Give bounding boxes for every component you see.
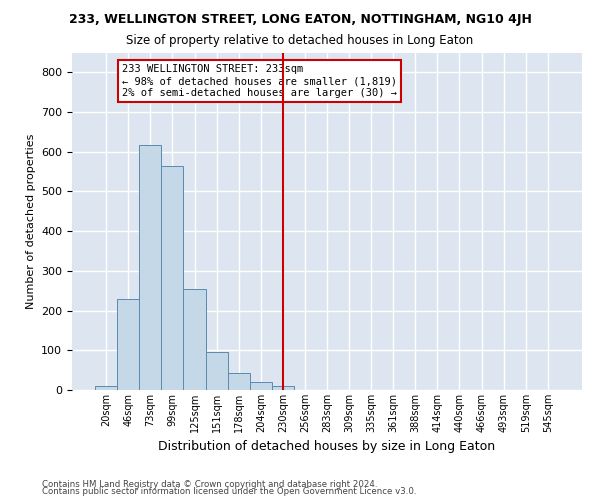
Bar — [250, 382, 272, 390]
Y-axis label: Number of detached properties: Number of detached properties — [26, 134, 35, 309]
Bar — [95, 386, 117, 390]
Bar — [117, 298, 139, 390]
Text: Contains HM Land Registry data © Crown copyright and database right 2024.: Contains HM Land Registry data © Crown c… — [42, 480, 377, 489]
Text: Contains public sector information licensed under the Open Government Licence v3: Contains public sector information licen… — [42, 488, 416, 496]
Bar — [184, 289, 206, 390]
Bar — [161, 166, 184, 390]
X-axis label: Distribution of detached houses by size in Long Eaton: Distribution of detached houses by size … — [158, 440, 496, 454]
Bar — [272, 386, 294, 390]
Bar — [227, 373, 250, 390]
Text: 233 WELLINGTON STREET: 233sqm
← 98% of detached houses are smaller (1,819)
2% of: 233 WELLINGTON STREET: 233sqm ← 98% of d… — [122, 64, 397, 98]
Bar — [139, 144, 161, 390]
Text: Size of property relative to detached houses in Long Eaton: Size of property relative to detached ho… — [127, 34, 473, 47]
Bar — [206, 352, 227, 390]
Text: 233, WELLINGTON STREET, LONG EATON, NOTTINGHAM, NG10 4JH: 233, WELLINGTON STREET, LONG EATON, NOTT… — [68, 12, 532, 26]
